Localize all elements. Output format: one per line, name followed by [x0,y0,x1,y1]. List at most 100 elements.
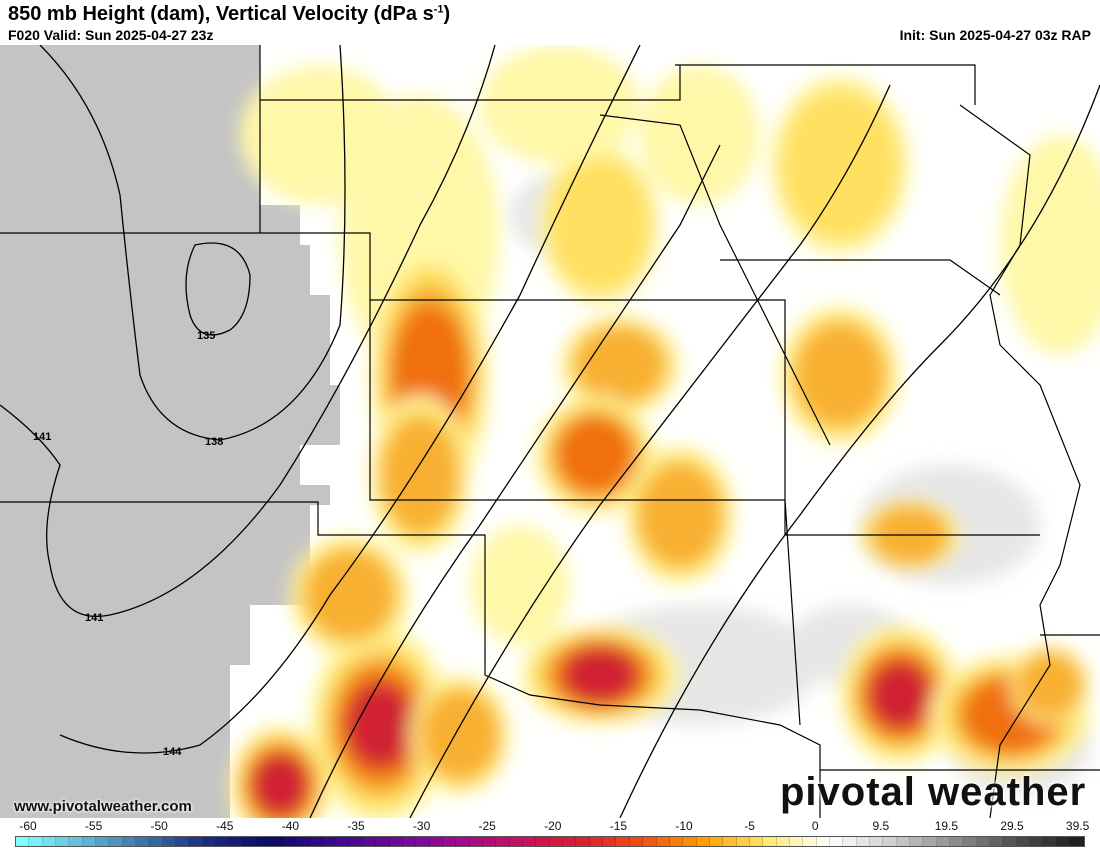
colorbar-cell [469,837,484,846]
colorbar-cell [736,837,750,846]
colorbar-cell [216,837,230,846]
colorbar-cell [376,837,390,846]
colorbar-cell [629,837,644,846]
pivotal-weather-logo: pivotal weather [780,770,1087,814]
colorbar-tick: -30 [412,819,431,833]
ascent-contour [868,661,932,729]
colorbar-cell [162,837,177,846]
colorbar-cell [523,837,537,846]
terrain-mask [0,45,340,818]
colorbar-cell [189,837,203,846]
colorbar-cell [96,837,110,846]
colorbar-cell [349,837,363,846]
colorbar-cell [56,837,70,846]
colorbar-cell [296,837,310,846]
colorbar-cell [749,837,764,846]
watermark: www.pivotalweather.com [14,798,192,815]
colorbar-tick: -45 [216,819,234,833]
colorbar-tick: 0 [811,819,819,833]
colorbar-cell [242,837,257,846]
colorbar-tick: 39.5 [1065,819,1090,833]
colorbar-cell [829,837,844,846]
colorbar-cell [362,837,377,846]
colorbar-cell [589,837,604,846]
colorbar-cell [576,837,590,846]
colorbar-cell [883,837,897,846]
colorbar-cell [402,837,417,846]
colorbar-cell [1070,837,1084,846]
colorbar-cell [536,837,550,846]
colorbar-cell [1030,837,1044,846]
colorbar-cell [416,837,430,846]
ascent-areas [230,45,1100,818]
colorbar-tick: 9.5 [872,819,890,833]
colorbar-cell [709,837,724,846]
contour-labels: 135 138 141 141 144 [33,330,223,758]
colorbar-cell [69,837,83,846]
colorbar-cell [870,837,884,846]
ascent-contour [794,323,886,427]
colorbar [15,836,1085,847]
ascent-contour [1000,135,1100,355]
colorbar-cell [509,837,524,846]
colorbar-cell [683,837,697,846]
ascent-contour [1017,652,1083,718]
colorbar-cell [603,837,617,846]
colorbar-cell [202,837,217,846]
colorbar-tick: 19.5 [934,819,959,833]
colorbar-cell [1056,837,1071,846]
colorbar-cell [176,837,190,846]
ascent-contour [420,689,500,781]
colorbar-cell [456,837,470,846]
ascent-contour [556,416,634,494]
colorbar-cell [723,837,737,846]
colorbar-tick: -20 [544,819,562,833]
colorbar-tick: -50 [150,819,168,833]
colorbar-tick: -35 [347,819,365,833]
contour-label: 138 [205,436,223,448]
contour-label: 135 [197,330,215,342]
colorbar-tick: -40 [281,819,300,833]
colorbar-cell [856,837,870,846]
height-contours [0,45,1100,818]
colorbar-cell [122,837,137,846]
colorbar-cell [443,837,457,846]
colorbar-cell [389,837,403,846]
colorbar-tick: -55 [84,819,103,833]
colorbar-cell [803,837,817,846]
colorbar-cell [669,837,684,846]
colorbar-cell [816,837,830,846]
colorbar-cell [936,837,951,846]
ascent-contour [304,549,396,641]
colorbar-cell [1016,837,1031,846]
colorbar-cell [483,837,497,846]
ascent-contour [779,87,901,243]
colorbar-cell [763,837,777,846]
colorbar-cell [990,837,1004,846]
colorbar-cell [963,837,977,846]
state-borders [0,45,1100,818]
valid-time: F020 Valid: Sun 2025-04-27 23z [8,27,214,43]
ascent-contour [637,463,723,567]
colorbar-cell [923,837,937,846]
ascent-contour [470,525,570,645]
ascent-contour [547,155,653,295]
ascent-contour [346,682,414,768]
colorbar-cell [656,837,670,846]
colorbar-cell [269,837,283,846]
ascent-contour [240,65,400,205]
colorbar-tick: -10 [675,819,693,833]
colorbar-cell [282,837,297,846]
colorbar-cell [42,837,57,846]
colorbar-cell [136,837,150,846]
ascent-contour [251,753,309,817]
colorbar-cell [149,837,163,846]
ascent-contour [480,45,640,165]
contour-label: 144 [163,746,182,758]
colorbar-cell [776,837,790,846]
colorbar-cell [789,837,804,846]
ascent-contour [380,416,460,534]
colorbar-cell [336,837,350,846]
colorbar-cell [109,837,123,846]
colorbar-cell [950,837,964,846]
